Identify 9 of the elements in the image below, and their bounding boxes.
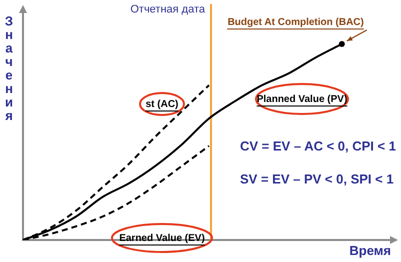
y-axis-title: Значения xyxy=(4,14,14,124)
text: Отчетная дата xyxy=(130,4,206,16)
series-label: Planned Value (PV) xyxy=(256,94,348,105)
series-label: st (AC) xyxy=(146,98,178,110)
text: Earned Value (EV) xyxy=(119,232,205,244)
annotation: SV = EV – PV < 0, SPI < 1 xyxy=(240,172,394,187)
annotation: CV = EV – AC < 0, CPI < 1 xyxy=(240,138,396,154)
x-axis-title: Время xyxy=(349,243,391,258)
text: Budget At Completion (BAC) xyxy=(228,16,364,28)
